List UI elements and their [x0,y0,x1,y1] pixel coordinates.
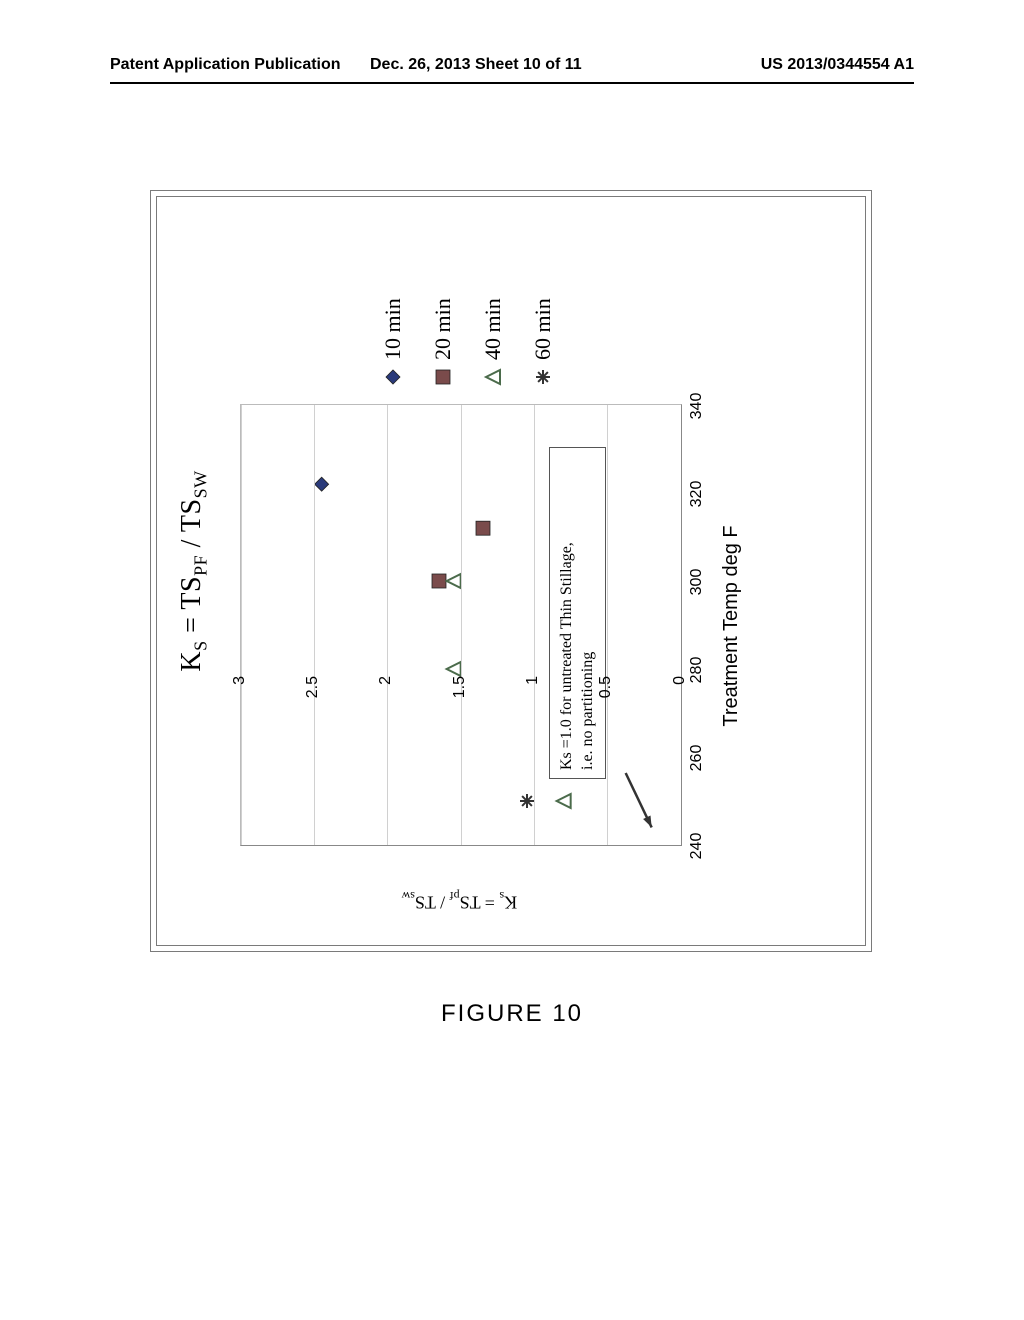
legend-item: 40 min [480,246,506,386]
annotation-box: Ks =1.0 for untreated Thin Stillage,i.e.… [549,447,606,779]
page: Patent Application Publication Dec. 26, … [0,0,1024,1320]
title-sl: / [176,539,207,547]
y-tick-label: 3 [231,676,249,716]
legend-label: 10 min [380,298,406,360]
data-point [432,574,446,588]
y-tick-label: 1 [524,676,542,716]
title-TS1-sub: PF [191,555,211,576]
y-tick-label: 0 [671,676,689,716]
y-tick-label: 2.5 [304,676,322,716]
y-tick-label: 0.5 [597,676,615,716]
ylab-sl: / [436,892,445,912]
legend-label: 20 min [430,298,456,360]
ylab-TS1: TS [460,892,481,912]
ylab-K-sub: s [500,889,505,903]
gridline [241,405,242,845]
header-center: Dec. 26, 2013 Sheet 10 of 11 [370,56,582,74]
data-point [520,794,534,808]
title-K: K [176,651,207,672]
triangle-icon [484,368,502,386]
y-axis-title-text: Ks = TSpf / TSsw [402,888,518,913]
header-right: US 2013/0344554 A1 [761,56,914,74]
gridline [534,405,535,845]
asterisk-icon [534,368,552,386]
header-rule [110,82,914,84]
gridline [607,405,608,845]
x-tick-label: 280 [688,657,706,684]
x-tick-label: 320 [688,481,706,508]
gridline [461,405,462,845]
title-TS2: TS [176,498,207,532]
diamond-icon [384,368,402,386]
data-point [314,477,328,491]
y-tick-label: 1.5 [451,676,469,716]
legend-label: 60 min [530,298,556,360]
chart-body: Ks = TSpf / TSsw Ks =1.0 for untreated T… [220,226,780,916]
header-left: Patent Application Publication [110,56,341,74]
annotation-line1: Ks =1.0 for untreated Thin Stillage, [556,456,578,770]
legend: 10 min 20 min 40 min 60 min [380,246,580,386]
x-tick-label: 240 [688,833,706,860]
x-tick-label: 260 [688,745,706,772]
square-icon [434,368,452,386]
ylab-eq: = [481,892,495,912]
ylab-TS2-sub: sw [402,889,415,903]
legend-item: 20 min [430,246,456,386]
x-tick-label: 300 [688,569,706,596]
plot-area: Ks =1.0 for untreated Thin Stillage,i.e.… [240,404,682,846]
annotation-line2: i.e. no partitioning [577,456,599,770]
y-tick-label: 2 [377,676,395,716]
figure-outer-frame: KS = TSPF / TSSW Ks = TSpf / TSsw [150,190,872,952]
x-axis-title: Treatment Temp deg F [720,406,743,846]
data-point [556,794,570,808]
title-TS1: TS [176,576,207,610]
ylab-K: K [504,892,517,912]
legend-label: 40 min [480,298,506,360]
annotation-arrow [625,773,651,827]
title-K-sub: S [191,640,211,651]
figure-caption: FIGURE 10 [0,1000,1024,1028]
data-point [386,370,400,384]
data-point [486,370,500,384]
data-point [476,521,490,535]
title-eq: = [176,610,207,633]
legend-item: 60 min [530,246,556,386]
gridline [387,405,388,845]
ylab-TS1-sub: pf [450,889,460,903]
data-point [446,662,460,676]
data-point [436,370,450,384]
data-point [446,574,460,588]
gridline [314,405,315,845]
legend-item: 10 min [380,246,406,386]
chart-rotated-container: KS = TSPF / TSSW Ks = TSpf / TSsw [166,206,856,936]
x-tick-label: 340 [688,393,706,420]
title-TS2-sub: SW [191,470,211,498]
ylab-TS2: TS [415,892,436,912]
chart-title: KS = TSPF / TSSW [176,206,212,936]
data-point [536,370,550,384]
y-axis-title: Ks = TSpf / TSsw [240,886,680,914]
